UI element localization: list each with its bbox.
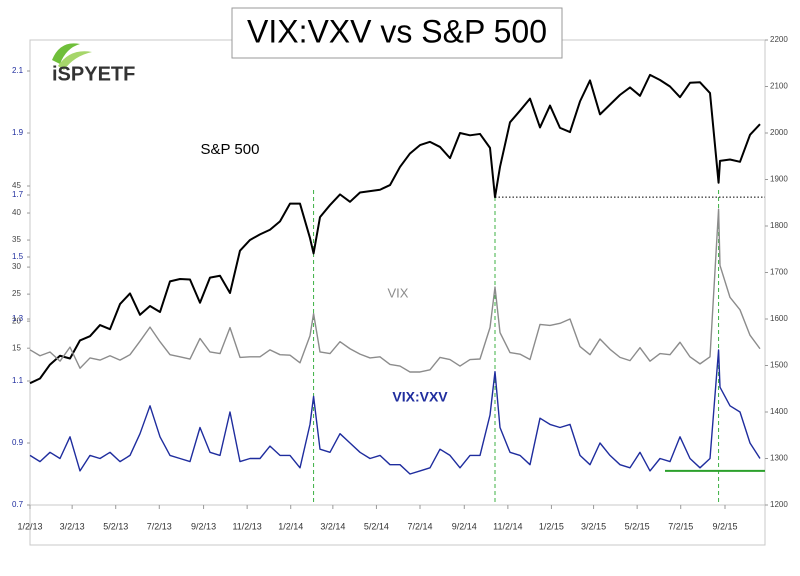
x-tick-label: 11/2/14 [493, 521, 522, 531]
y2-tick-label: 1900 [770, 175, 788, 184]
y-tick-label: 1.1 [12, 376, 24, 385]
series-label: VIX:VXV [392, 389, 448, 405]
series-line [29, 73, 761, 385]
x-tick-label: 3/2/15 [581, 521, 606, 531]
x-tick-label: 3/2/14 [320, 521, 345, 531]
title-box [231, 7, 563, 59]
y2-tick-label: 2100 [770, 82, 788, 91]
series-label: VIX [388, 285, 409, 300]
logo-swoosh [58, 51, 92, 70]
y2-tick-label: 2200 [770, 35, 788, 44]
y3-tick-label: 35 [12, 235, 21, 244]
x-tick-label: 9/2/14 [452, 521, 477, 531]
x-tick-label: 5/2/15 [625, 521, 650, 531]
y3-tick-label: 20 [12, 316, 21, 325]
logo-text: iSPYETF [52, 63, 135, 85]
logo: iSPYETF [52, 43, 135, 85]
x-tick-label: 5/2/13 [103, 521, 128, 531]
y2-tick-label: 1300 [770, 454, 788, 463]
y-tick-label: 1.9 [12, 128, 24, 137]
logo-swoosh [52, 43, 80, 64]
y2-tick-label: 2000 [770, 128, 788, 137]
series-line [29, 349, 761, 475]
y2-tick-label: 1500 [770, 361, 788, 370]
x-tick-label: 1/2/15 [539, 521, 564, 531]
series-label: S&P 500 [201, 141, 260, 158]
y-tick-label: 0.9 [12, 438, 24, 447]
y3-tick-label: 40 [12, 208, 21, 217]
y2-tick-label: 1800 [770, 221, 788, 230]
y3-tick-label: 15 [12, 343, 21, 352]
y-tick-label: 1.3 [12, 314, 24, 323]
x-tick-label: 5/2/14 [364, 521, 389, 531]
x-tick-label: 7/2/13 [147, 521, 172, 531]
x-tick-label: 1/2/13 [17, 521, 42, 531]
y3-tick-label: 45 [12, 181, 21, 190]
y2-tick-label: 1200 [770, 500, 788, 509]
x-tick-label: 1/2/14 [278, 521, 303, 531]
y-tick-label: 1.5 [12, 252, 24, 261]
y3-tick-label: 30 [12, 262, 21, 271]
y-tick-label: 1.7 [12, 190, 24, 199]
y-tick-label: 2.1 [12, 66, 24, 75]
y-tick-label: 0.7 [12, 500, 24, 509]
x-tick-label: 9/2/15 [712, 521, 737, 531]
y2-tick-label: 1700 [770, 268, 788, 277]
y3-tick-label: 25 [12, 289, 21, 298]
x-tick-label: 9/2/13 [191, 521, 216, 531]
y2-tick-label: 1600 [770, 314, 788, 323]
x-axis-frame [29, 504, 766, 546]
x-tick-label: 7/2/15 [668, 521, 693, 531]
chart-title: VIX:VXV vs S&P 500 [247, 13, 547, 49]
x-tick-label: 11/2/13 [232, 521, 261, 531]
x-tick-label: 3/2/13 [60, 521, 85, 531]
y2-tick-label: 1400 [770, 407, 788, 416]
series-line [29, 208, 761, 373]
x-tick-label: 7/2/14 [407, 521, 432, 531]
